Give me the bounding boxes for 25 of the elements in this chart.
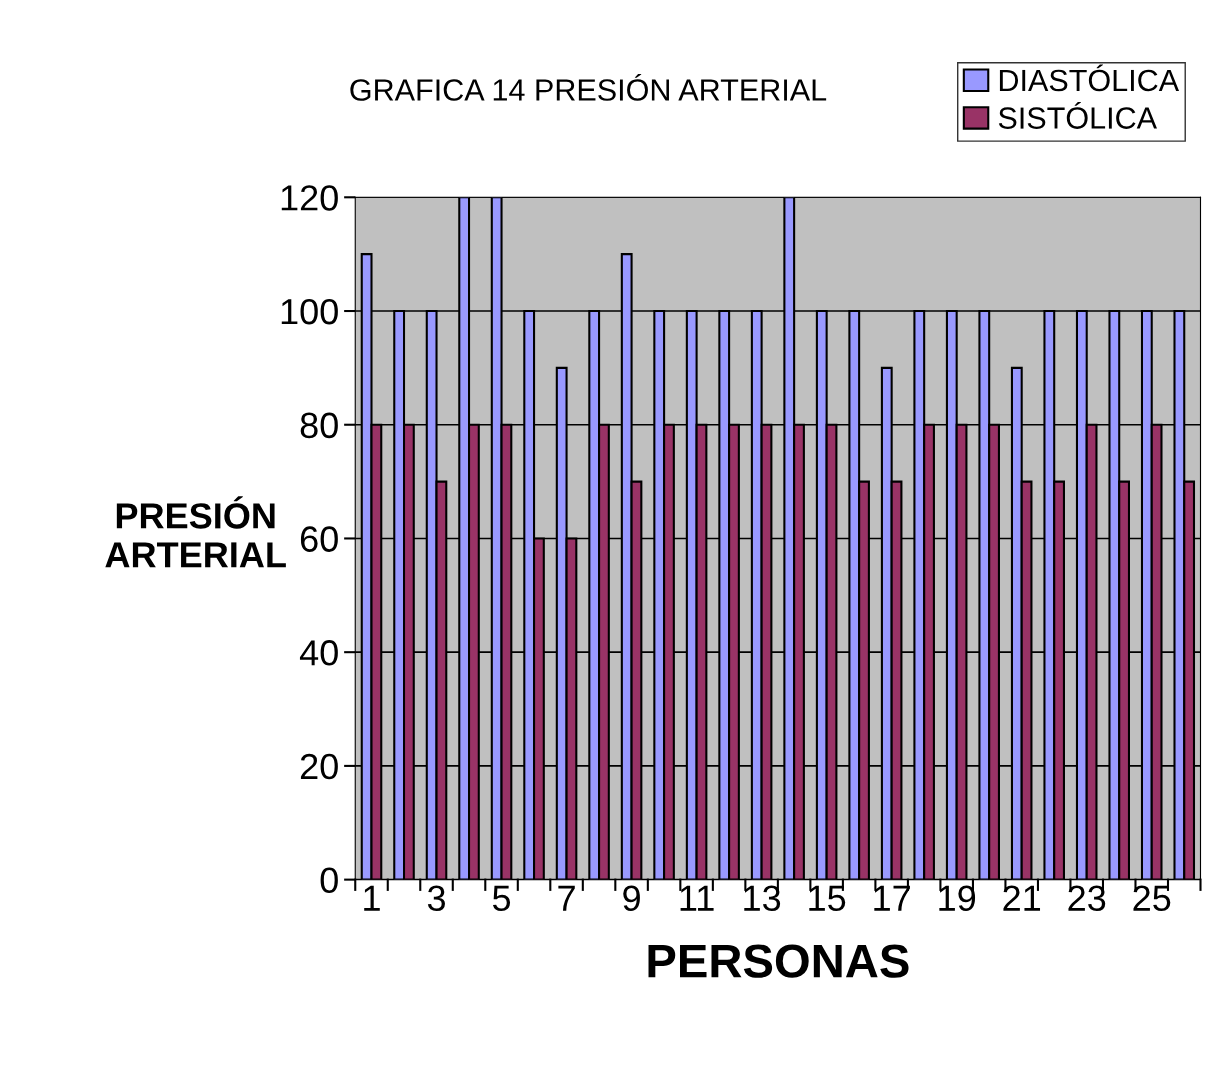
y-axis-title: PRESIÓN ARTERIAL (105, 496, 286, 568)
y-tick-label: 80 (300, 412, 338, 439)
x-tick-label: 5 (492, 885, 511, 912)
chart-title: GRAFICA 14 PRESIÓN ARTERIAL (350, 74, 827, 101)
x-tick-label: 11 (680, 885, 714, 911)
y-tick-label: 0 (320, 867, 338, 894)
y-tick-label: 40 (299, 640, 338, 666)
x-tick-label: 3 (427, 885, 445, 912)
x-axis-title: PERSONAS (648, 944, 909, 978)
x-tick-label: 25 (1133, 885, 1171, 912)
y-tick-label: 60 (300, 526, 338, 552)
x-tick-label: 21 (1003, 885, 1041, 911)
y-tick-label: 120 (281, 185, 338, 211)
legend-label: DIASTÓLICA (999, 64, 1180, 92)
y-tick-label: 100 (281, 298, 338, 325)
x-tick-label: 7 (558, 885, 575, 911)
x-tick-label: 17 (874, 885, 910, 911)
legend-label: SISTÓLICA (998, 102, 1157, 129)
x-tick-label: 9 (623, 885, 640, 912)
x-tick-label: 13 (744, 885, 781, 912)
y-tick-label: 20 (300, 753, 338, 780)
x-tick-label: 23 (1068, 885, 1106, 912)
x-tick-label: 19 (939, 885, 976, 912)
x-tick-label: 1 (364, 885, 380, 911)
x-tick-label: 15 (809, 885, 846, 912)
